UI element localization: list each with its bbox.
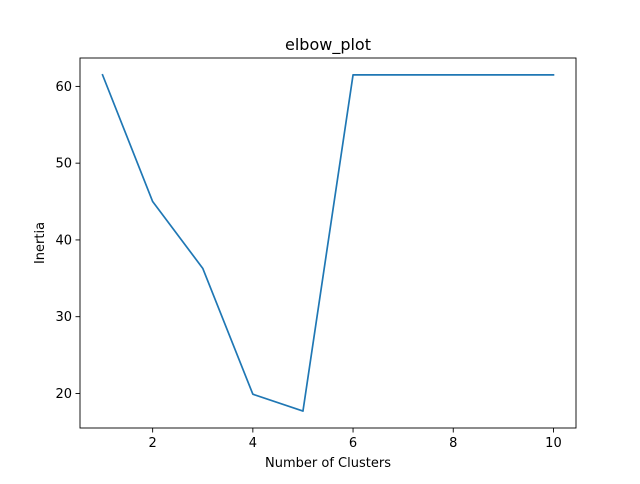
x-tick-label: 8 [449,436,457,451]
y-tick-label: 30 [55,310,72,325]
chart-title: elbow_plot [285,35,371,55]
y-ticks: 20 30 40 50 60 [55,80,80,402]
x-tick-label: 2 [149,436,157,451]
y-tick-label: 50 [55,157,72,172]
x-axis-label: Number of Clusters [265,456,391,471]
x-tick-label: 6 [349,436,357,451]
y-tick-label: 20 [55,387,72,402]
y-tick-label: 60 [55,80,72,95]
y-axis-label: Inertia [33,222,48,264]
x-tick-label: 10 [545,436,562,451]
y-tick-label: 40 [55,233,72,248]
x-ticks: 2 4 6 8 10 [149,428,562,451]
x-tick-label: 4 [249,436,257,451]
